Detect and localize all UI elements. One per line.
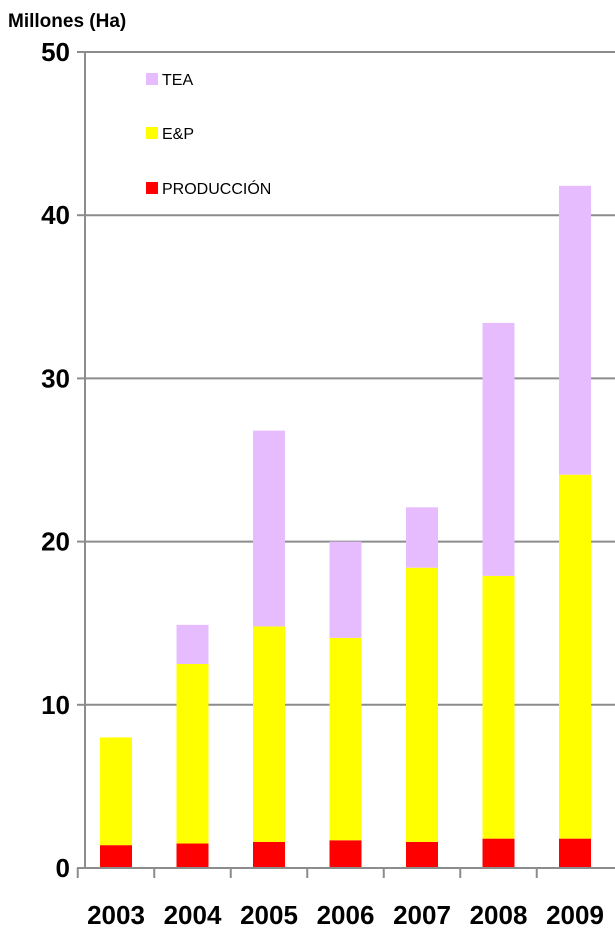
tick-labels: 0 10 20 30 40 50 2003 2004 2005 2006 2007 2008 2009 [41, 37, 604, 930]
bar-segment [329, 840, 362, 868]
bar-segment [559, 185, 591, 475]
x-tick-label: 2007 [393, 900, 451, 930]
bar-segment [176, 624, 209, 664]
gridlines [85, 51, 615, 706]
bar-segment [176, 843, 209, 868]
legend-swatch [146, 182, 158, 194]
y-tick-label: 40 [41, 200, 70, 230]
bar-segment [406, 841, 438, 868]
bar-segment [253, 430, 285, 627]
legend-swatch [146, 73, 158, 85]
y-tick-label: 20 [41, 527, 70, 557]
bar-segment [100, 737, 132, 846]
y-tick-label: 0 [56, 853, 70, 883]
axes [76, 51, 615, 878]
x-tick-label: 2008 [470, 900, 528, 930]
bar-segment [176, 664, 209, 844]
bar-segment [329, 637, 362, 841]
bar-segment [482, 322, 515, 576]
x-tick-label: 2003 [87, 900, 145, 930]
legend-label: E&P [162, 126, 194, 143]
bar-segment [406, 507, 438, 568]
legend-swatch [146, 127, 158, 139]
x-tick-label: 2005 [240, 900, 298, 930]
bar-segment [482, 838, 515, 868]
y-tick-label: 30 [41, 363, 70, 393]
legend: TEA E&P PRODUCCIÓN [146, 72, 271, 198]
bar-segment [329, 541, 362, 638]
y-tick-label: 10 [41, 690, 70, 720]
bars [100, 185, 591, 868]
legend-label: TEA [162, 72, 193, 89]
bar-segment [559, 838, 591, 868]
bar-segment [406, 567, 438, 842]
bar-segment [482, 575, 515, 839]
x-tick-label: 2009 [546, 900, 604, 930]
bar-segment [253, 626, 285, 842]
bar-segment [559, 474, 591, 839]
legend-label: PRODUCCIÓN [162, 179, 271, 198]
x-tick-label: 2006 [317, 900, 375, 930]
x-tick-label: 2004 [164, 900, 222, 930]
y-tick-label: 50 [41, 37, 70, 67]
y-axis-unit-label: Millones (Ha) [8, 11, 126, 32]
bar-segment [253, 841, 285, 868]
bar-segment [100, 845, 132, 868]
